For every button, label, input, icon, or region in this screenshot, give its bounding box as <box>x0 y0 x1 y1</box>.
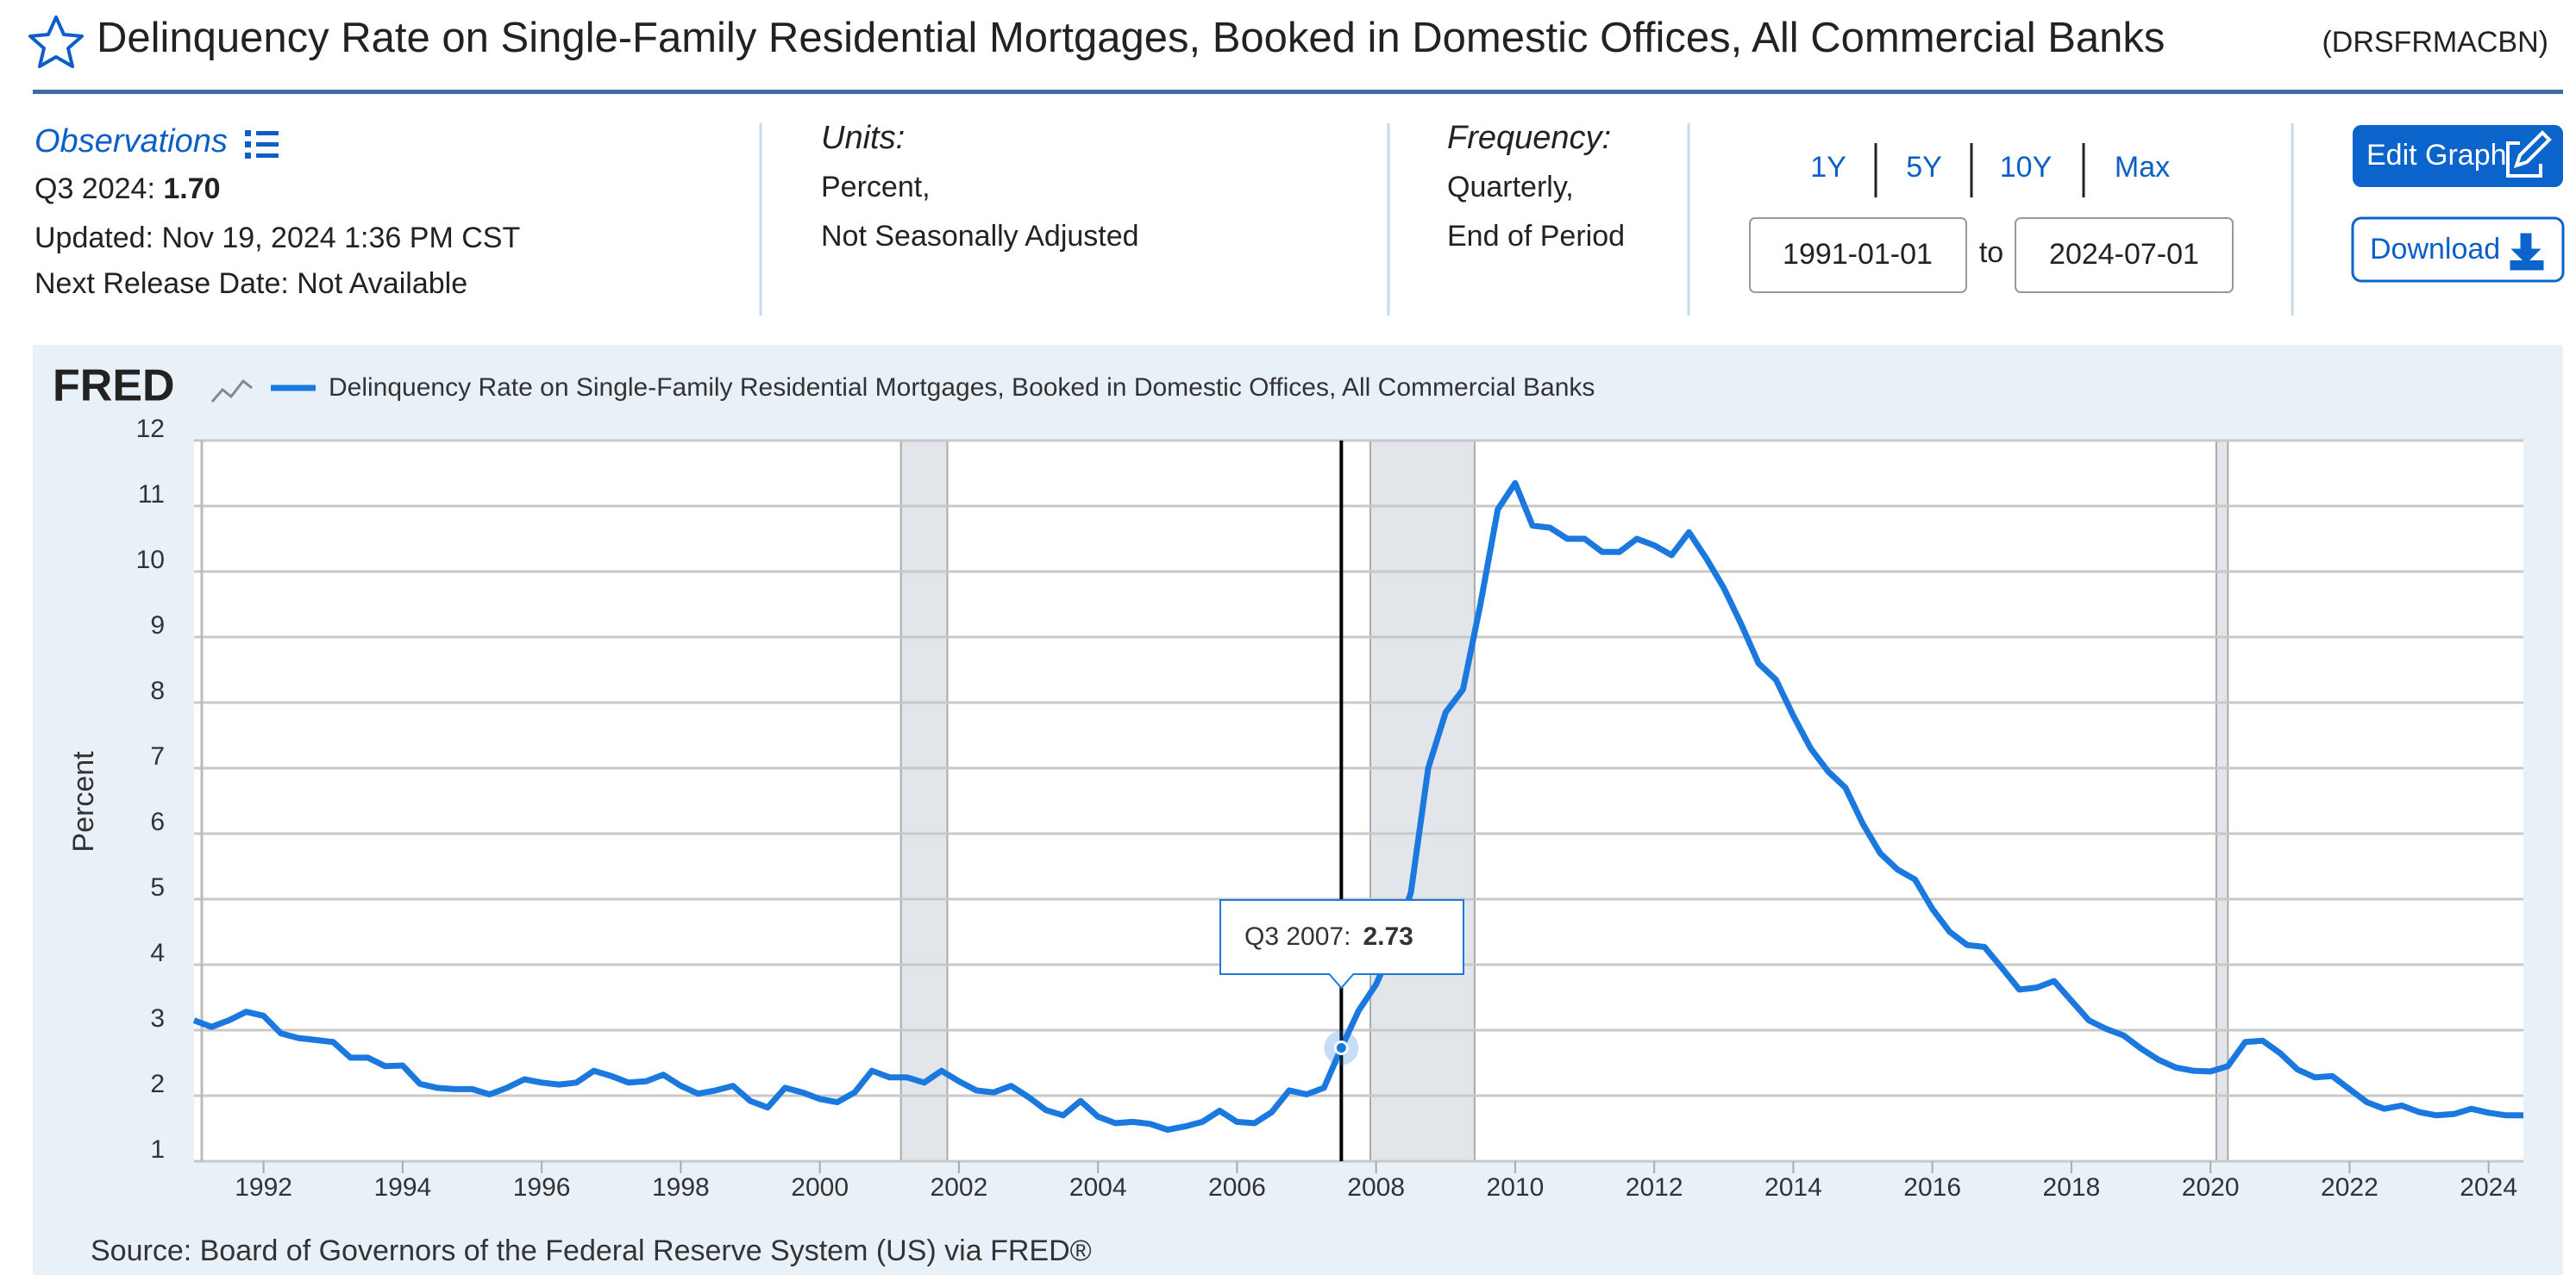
x-tick-label: 2022 <box>2321 1173 2379 1202</box>
units-line: Percent, <box>821 171 931 203</box>
y-tick-label: 5 <box>150 873 165 902</box>
y-tick-label: 2 <box>150 1070 165 1098</box>
x-tick-label: 2008 <box>1347 1173 1405 1202</box>
y-axis-label: Percent <box>67 751 100 853</box>
x-tick-label: 2012 <box>1626 1173 1683 1202</box>
end-date-input[interactable] <box>2015 217 2234 293</box>
range-button[interactable]: Max <box>2115 151 2170 184</box>
edit-graph-label: Edit Graph <box>2366 139 2507 172</box>
next-release: Next Release Date: Not Available <box>34 267 467 300</box>
plot-area <box>194 441 2523 1161</box>
frequency-label: Frequency: <box>1447 120 1611 156</box>
observations-link[interactable]: Observations <box>34 123 228 159</box>
star-icon[interactable] <box>28 16 84 68</box>
edit-graph-button[interactable] <box>2353 125 2563 187</box>
tooltip-label: Q3 2007: <box>1244 922 1351 951</box>
x-tick-label: 1998 <box>652 1173 710 1202</box>
frequency-line: Quarterly, <box>1447 171 1574 203</box>
source-note: Source: Board of Governors of the Federa… <box>91 1234 1092 1267</box>
range-button[interactable]: 5Y <box>1906 151 1942 184</box>
range-button[interactable]: 1Y <box>1810 151 1846 184</box>
x-tick-label: 2010 <box>1487 1173 1545 1202</box>
y-tick-label: 10 <box>136 546 165 574</box>
x-tick-label: 1992 <box>235 1173 292 1202</box>
y-tick-label: 7 <box>150 742 165 771</box>
units-line: Not Seasonally Adjusted <box>821 220 1139 253</box>
x-tick-label: 2004 <box>1069 1173 1127 1202</box>
series-id: (DRSFRMACBN) <box>2322 26 2548 59</box>
y-tick-label: 6 <box>150 808 165 836</box>
y-tick-label: 11 <box>138 480 165 509</box>
logo-icon <box>210 378 253 403</box>
series-line <box>192 479 2523 1133</box>
tooltip-value: 2.73 <box>1363 922 1413 951</box>
units-label: Units: <box>821 120 905 156</box>
start-date-input[interactable] <box>1749 217 1967 293</box>
fred-logo: FRED <box>53 361 175 411</box>
page-title: Delinquency Rate on Single-Family Reside… <box>97 15 2165 61</box>
end-date: 2024-07-01 <box>2049 238 2199 271</box>
legend-label: Delinquency Rate on Single-Family Reside… <box>329 373 1595 402</box>
download-label: Download <box>2370 233 2500 266</box>
start-date: 1991-01-01 <box>1783 238 1933 271</box>
y-tick-label: 3 <box>150 1004 165 1033</box>
frequency-line: End of Period <box>1447 220 1625 253</box>
y-tick-label: 12 <box>136 415 165 443</box>
hover-point <box>1333 1041 1349 1056</box>
x-tick-label: 2016 <box>1903 1173 1961 1202</box>
updated: Updated: Nov 19, 2024 1:36 PM CST <box>34 222 520 254</box>
y-tick-label: 9 <box>150 611 165 640</box>
tooltip-box <box>1219 899 1464 990</box>
x-tick-label: 2000 <box>791 1173 849 1202</box>
recession-shade <box>2215 440 2229 1162</box>
latest-value: 1.70 <box>163 172 220 205</box>
y-tick-label: 4 <box>150 939 165 967</box>
x-tick-label: 2018 <box>2043 1173 2101 1202</box>
x-tick-label: 1994 <box>374 1173 432 1202</box>
tooltip-text: Q3 2007: 2.73 <box>1244 922 1413 951</box>
x-tick-label: 2002 <box>931 1173 988 1202</box>
y-tick-label: 1 <box>150 1135 165 1164</box>
x-tick-label: 2014 <box>1764 1173 1822 1202</box>
edit-icon <box>2506 130 2552 178</box>
download-icon <box>2510 233 2544 271</box>
x-tick-label: 2024 <box>2460 1173 2517 1202</box>
list-icon[interactable] <box>245 130 279 159</box>
range-button[interactable]: 10Y <box>2000 151 2053 184</box>
x-tick-label: 2020 <box>2182 1173 2240 1202</box>
dividers <box>759 123 2294 316</box>
x-tick-label: 2006 <box>1208 1173 1266 1202</box>
recession-shade <box>899 440 949 1162</box>
to-label: to <box>1979 236 2003 269</box>
x-tick-label: 1996 <box>513 1173 571 1202</box>
range-separators <box>1874 143 2085 197</box>
y-tick-label: 8 <box>150 677 165 705</box>
title-rule <box>33 90 2563 94</box>
latest-observation: Q3 2024: 1.70 <box>34 172 221 205</box>
latest-label: Q3 2024: <box>34 172 155 205</box>
